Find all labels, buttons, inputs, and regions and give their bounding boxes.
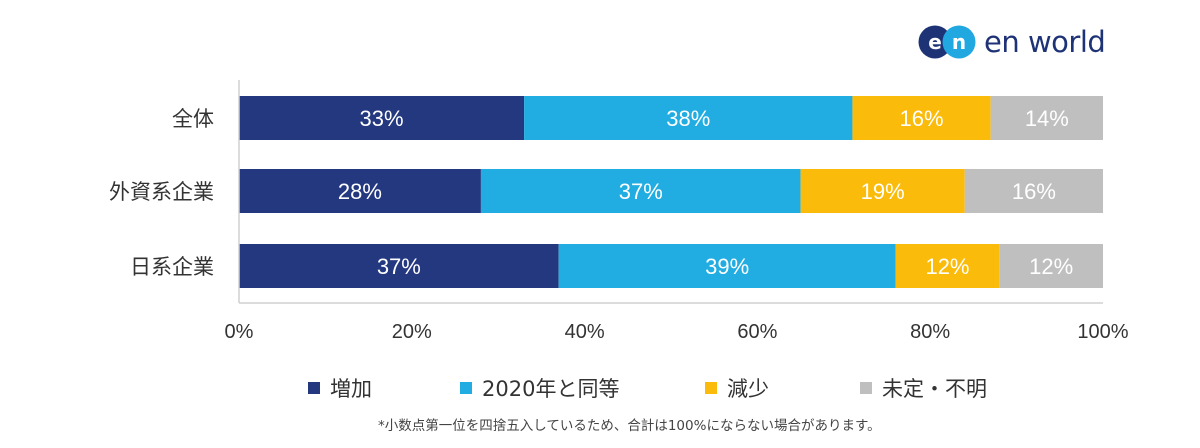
legend-item: 未定・不明	[860, 372, 987, 404]
x-tick-label: 20%	[392, 321, 432, 343]
legend-item: 減少	[705, 372, 769, 404]
data-label: 12%	[1029, 254, 1073, 279]
bar-segment	[239, 169, 481, 213]
bar-segment	[800, 169, 965, 213]
bar-segment	[558, 244, 896, 288]
data-label: 28%	[338, 179, 382, 204]
legend-label: 増加	[330, 377, 372, 401]
bar-segment	[990, 96, 1103, 140]
x-tick-label: 80%	[910, 321, 950, 343]
data-label: 37%	[377, 254, 421, 279]
category-label: 全体	[172, 107, 214, 131]
data-label: 33%	[360, 106, 404, 131]
legend-swatch	[860, 382, 872, 394]
data-label: 12%	[925, 254, 969, 279]
legend-swatch	[705, 382, 717, 394]
legend-label: 2020年と同等	[482, 377, 620, 401]
x-tick-label: 40%	[565, 321, 605, 343]
data-label: 19%	[861, 179, 905, 204]
legend-label: 未定・不明	[882, 377, 987, 401]
legend-item: 2020年と同等	[460, 372, 619, 404]
svg-text:n: n	[952, 30, 966, 54]
chart-footnote: *小数点第一位を四捨五入しているため、合計は100%にならない場合があります。	[378, 418, 881, 434]
category-label: 日系企業	[130, 255, 214, 279]
category-label: 外資系企業	[109, 180, 214, 204]
bar-segment	[239, 244, 559, 288]
svg-text:e: e	[928, 30, 942, 54]
x-tick-label: 100%	[1077, 321, 1128, 343]
chart-legend: 増加 2020年と同等 減少 未定・不明	[0, 372, 1200, 404]
legend-swatch	[460, 382, 472, 394]
bar-segment	[895, 244, 1000, 288]
bar-segment	[852, 96, 991, 140]
bar-segment	[999, 244, 1103, 288]
legend-swatch	[308, 382, 320, 394]
enworld-logo-mark-icon: e n	[918, 25, 976, 59]
legend-label: 減少	[727, 377, 769, 401]
data-label: 16%	[900, 106, 944, 131]
bar-segment	[524, 96, 853, 140]
stacked-bar-chart: 33% 38% 16% 14% 全体 28% 37% 19% 16% 外資系企業 37% 39% 12%…	[109, 80, 1129, 343]
bar-segment	[480, 169, 801, 213]
x-tick-label: 0%	[225, 321, 254, 343]
bar-segment	[239, 96, 525, 140]
bar-segment	[964, 169, 1103, 213]
data-label: 14%	[1025, 106, 1069, 131]
data-label: 16%	[1012, 179, 1056, 204]
data-label: 37%	[619, 179, 663, 204]
data-label: 39%	[705, 254, 749, 279]
enworld-logo-text: en world	[984, 25, 1106, 59]
data-label: 38%	[666, 106, 710, 131]
x-tick-label: 60%	[737, 321, 777, 343]
enworld-logo: e n en world	[918, 22, 1106, 62]
legend-item: 増加	[308, 372, 372, 404]
